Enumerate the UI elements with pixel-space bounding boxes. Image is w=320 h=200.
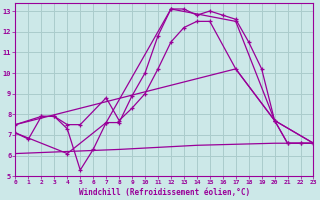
X-axis label: Windchill (Refroidissement éolien,°C): Windchill (Refroidissement éolien,°C) [79, 188, 250, 197]
